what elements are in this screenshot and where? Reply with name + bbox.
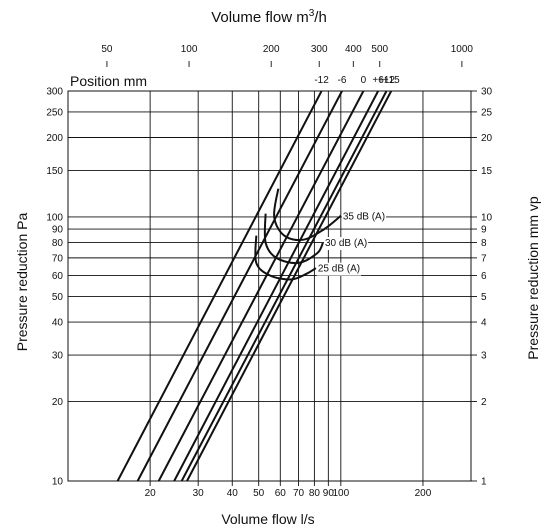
y2-tick-label: 6: [481, 271, 487, 282]
series-label: -6: [338, 75, 347, 86]
y2-tick-label: 2: [481, 397, 487, 408]
x2-tick-label: 50: [101, 44, 113, 55]
y-tick-label: 40: [52, 318, 64, 329]
series-line: [157, 90, 365, 482]
x2-tick-label: 1000: [451, 44, 474, 55]
x2-tick-label: 100: [181, 44, 198, 55]
sound-label-bg: [341, 210, 387, 224]
x-tick-label: 80: [309, 488, 321, 499]
sound-curve: [273, 188, 342, 242]
grid: [68, 61, 477, 486]
sound-curve-label: 35 dB (A): [343, 211, 385, 222]
y-tick-label: 200: [46, 133, 63, 144]
sound-curve-label: 25 dB (A): [318, 264, 360, 275]
x2-tick-label: 400: [345, 44, 362, 55]
y2-axis-title: Pressure reduction mm vp: [525, 196, 541, 360]
sound-label-bg: [316, 262, 362, 276]
y2-tick-label: 7: [481, 253, 487, 264]
y-tick-label: 20: [52, 397, 64, 408]
series-line: [186, 90, 393, 482]
y-tick-label: 50: [52, 292, 64, 303]
series-label: +6: [372, 75, 384, 86]
x-axis-title: Volume flow l/s: [221, 511, 314, 527]
series-line: [180, 90, 388, 482]
y-tick-label: 10: [52, 477, 64, 488]
y2-tick-label: 25: [481, 107, 493, 118]
y-axis-title: Pressure reduction Pa: [14, 213, 30, 352]
plot-frame: [67, 90, 472, 482]
y2-tick-label: 30: [481, 87, 493, 98]
y-tick-label: 30: [52, 351, 64, 362]
x-tick-label: 100: [332, 488, 349, 499]
x-tick-label: 50: [253, 488, 265, 499]
x2-tick-label: 300: [311, 44, 328, 55]
sound-curve-label: 30 dB (A): [325, 238, 367, 249]
y-tick-label: 90: [52, 225, 64, 236]
y-tick-label: 150: [46, 166, 63, 177]
sound-curves: [254, 188, 342, 281]
y-tick-label: 60: [52, 271, 64, 282]
y2-tick-label: 15: [481, 166, 493, 177]
y-tick-label: 70: [52, 253, 64, 264]
y2-tick-label: 20: [481, 133, 493, 144]
series-label: +12: [378, 75, 395, 86]
x2-axis-title: Volume flow m3/h: [211, 8, 327, 26]
y-tick-label: 300: [46, 87, 63, 98]
series-line: [116, 90, 323, 482]
x-tick-label: 20: [145, 488, 157, 499]
series-line: [136, 90, 343, 482]
x-tick-label: 200: [415, 488, 432, 499]
x-tick-label: 90: [323, 488, 335, 499]
y2-tick-label: 10: [481, 212, 493, 223]
x-tick-label: 60: [275, 488, 287, 499]
y-tick-label: 100: [46, 212, 63, 223]
y2-tick-label: 9: [481, 225, 487, 236]
y2-tick-label: 1: [481, 477, 487, 488]
y2-tick-label: 8: [481, 238, 487, 249]
x2-tick-label: 500: [371, 44, 388, 55]
series-label: -12: [314, 75, 329, 86]
sound-curve: [263, 213, 324, 265]
x-tick-label: 70: [293, 488, 305, 499]
series-label: +15: [383, 75, 400, 86]
y-tick-label: 80: [52, 238, 64, 249]
sound-curve: [254, 235, 317, 281]
series-line: [173, 90, 380, 482]
y2-tick-label: 4: [481, 318, 487, 329]
y-tick-label: 250: [46, 107, 63, 118]
x2-tick-label: 200: [263, 44, 280, 55]
x-tick-label: 30: [193, 488, 205, 499]
position-label: Position mm: [70, 73, 147, 89]
series-lines: [116, 90, 393, 482]
sound-label-bg: [323, 237, 369, 251]
x-tick-label: 40: [227, 488, 239, 499]
y2-tick-label: 5: [481, 292, 487, 303]
y2-tick-label: 3: [481, 351, 487, 362]
series-label: 0: [361, 75, 367, 86]
